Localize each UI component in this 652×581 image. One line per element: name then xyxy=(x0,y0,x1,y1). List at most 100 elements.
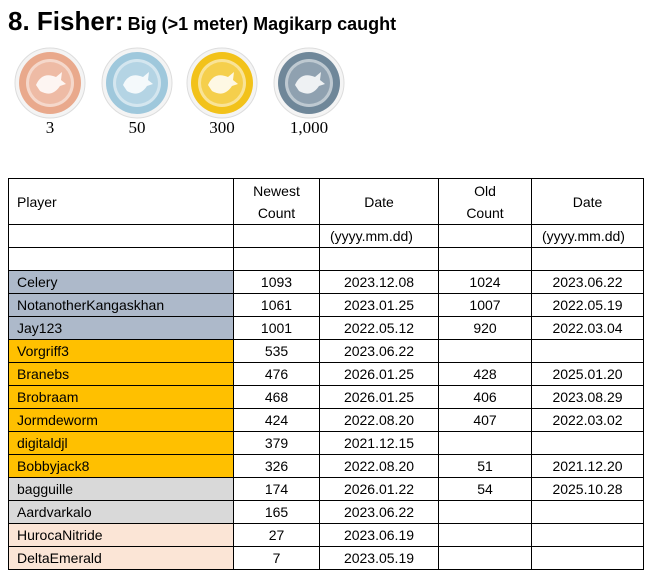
medal-label: 1,000 xyxy=(290,118,328,137)
cell-text: 424 xyxy=(264,412,289,428)
cell-text: 2026.01.22 xyxy=(343,481,415,497)
table-row xyxy=(8,247,644,271)
table-cell xyxy=(438,224,532,248)
table-row: Jay123 1001 2022.05.12 920 2022.03.04 xyxy=(8,316,644,340)
cell-text: 2022.03.02 xyxy=(552,412,623,428)
cell-text: 2022.05.12 xyxy=(343,320,415,336)
table-row: bagguille 174 2026.01.22 54 2025.10.28 xyxy=(8,477,644,501)
cell-text: 2023.06.22 xyxy=(343,343,415,359)
cell-text: Player xyxy=(17,193,57,210)
cell-text: 2023.06.19 xyxy=(343,527,415,543)
cell-text: 54 xyxy=(477,481,493,497)
table-cell: 1001 xyxy=(233,316,320,340)
table-cell xyxy=(438,500,532,524)
table-cell: 2023.06.22 xyxy=(319,339,439,363)
table-cell: 920 xyxy=(438,316,532,340)
medal-label: 50 xyxy=(129,118,146,137)
table-cell: 165 xyxy=(233,500,320,524)
table-cell: 2023.06.22 xyxy=(319,500,439,524)
table-cell: 2022.03.04 xyxy=(531,316,644,340)
table-cell: digitaldjl xyxy=(8,431,234,455)
medal-label: 300 xyxy=(209,118,235,137)
cell-text: 2021.12.20 xyxy=(552,458,623,474)
table-cell xyxy=(531,546,644,570)
subtitle: Big (>1 meter) Magikarp caught xyxy=(127,14,397,34)
table-cell: 2026.01.25 xyxy=(319,385,439,409)
cell-text: 407 xyxy=(473,412,497,428)
cell-text: Jay123 xyxy=(17,320,63,336)
table-cell: bagguille xyxy=(8,477,234,501)
cell-text: 2023.05.19 xyxy=(343,550,415,566)
cell-text: 428 xyxy=(473,366,497,382)
cell-text: (yyyy.mm.dd) xyxy=(330,228,413,244)
cell-text: Date xyxy=(364,193,394,210)
cell-text: 174 xyxy=(264,481,289,497)
table-cell: 428 xyxy=(438,362,532,386)
cell-text: 406 xyxy=(473,389,497,405)
table-cell xyxy=(438,431,532,455)
table-row: Bobbyjack8 326 2022.08.20 51 2021.12.20 xyxy=(8,454,644,478)
table-cell: 2023.08.29 xyxy=(531,385,644,409)
cell-text: 2023.01.25 xyxy=(343,297,415,313)
table-cell: 2023.06.22 xyxy=(531,270,644,294)
cell-text: 2023.06.22 xyxy=(552,274,623,290)
table-cell: Jormdeworm xyxy=(8,408,234,432)
cell-text: 476 xyxy=(264,366,289,382)
cell-text: bagguille xyxy=(17,481,74,497)
cell-text: HurocaNitride xyxy=(17,527,103,543)
table-cell: Jay123 xyxy=(8,316,234,340)
table-row: HurocaNitride 27 2023.06.19 xyxy=(8,523,644,547)
table-cell: HurocaNitride xyxy=(8,523,234,547)
table-cell: (yyyy.mm.dd) xyxy=(319,224,439,248)
table-cell: (yyyy.mm.dd) xyxy=(531,224,644,248)
medal: 3 xyxy=(14,47,86,137)
table-cell: NotanotherKangaskhan xyxy=(8,293,234,317)
medal: 1,000 xyxy=(273,47,345,137)
cell-text: DeltaEmerald xyxy=(17,550,102,566)
cell-text: 2026.01.25 xyxy=(343,366,415,382)
table-cell xyxy=(319,247,439,271)
table-cell: 379 xyxy=(233,431,320,455)
medal-fish xyxy=(208,72,238,94)
table-cell: Old Count xyxy=(438,178,532,225)
table-cell: 51 xyxy=(438,454,532,478)
table-cell: 54 xyxy=(438,477,532,501)
cell-text: Jormdeworm xyxy=(17,412,98,428)
table-cell: Aardvarkalo xyxy=(8,500,234,524)
medal: 50 xyxy=(101,47,173,137)
table-cell xyxy=(438,523,532,547)
medal-fish xyxy=(123,72,153,94)
medal-fish xyxy=(36,72,66,94)
cell-text: 1061 xyxy=(260,297,293,313)
table-cell: 326 xyxy=(233,454,320,478)
table-cell: 2026.01.25 xyxy=(319,362,439,386)
table-cell: Brobraam xyxy=(8,385,234,409)
table-cell xyxy=(531,247,644,271)
table-row: NotanotherKangaskhan 1061 2023.01.25 1007 20… xyxy=(8,293,644,317)
medal-label: 3 xyxy=(46,118,55,137)
cell-text: 1093 xyxy=(260,274,293,290)
table-row: Jormdeworm 424 2022.08.20 407 2022.03.02 xyxy=(8,408,644,432)
table-row: Player Newest Count Date Old Count Date xyxy=(8,178,644,225)
table-cell: 2025.10.28 xyxy=(531,477,644,501)
cell-text: Date xyxy=(572,193,603,210)
table-cell: 2021.12.20 xyxy=(531,454,644,478)
table-cell: 2023.12.08 xyxy=(319,270,439,294)
cell-text: 379 xyxy=(264,435,289,451)
cell-text: 2022.03.04 xyxy=(552,320,623,336)
medal-fish xyxy=(295,72,325,94)
table-cell xyxy=(233,247,320,271)
cell-text: 326 xyxy=(264,458,289,474)
cell-text: 535 xyxy=(264,343,289,359)
cell-text: 2023.06.22 xyxy=(343,504,415,520)
table-cell: 2022.03.02 xyxy=(531,408,644,432)
table-cell: Bobbyjack8 xyxy=(8,454,234,478)
table-cell xyxy=(531,500,644,524)
table-cell xyxy=(438,546,532,570)
table-cell: Date xyxy=(319,178,439,225)
table-row: Vorgriff3 535 2023.06.22 xyxy=(8,339,644,363)
table-cell xyxy=(531,523,644,547)
cell-text: 1007 xyxy=(469,297,501,313)
cell-text: Vorgriff3 xyxy=(17,343,69,359)
cell-text: NotanotherKangaskhan xyxy=(17,297,165,313)
